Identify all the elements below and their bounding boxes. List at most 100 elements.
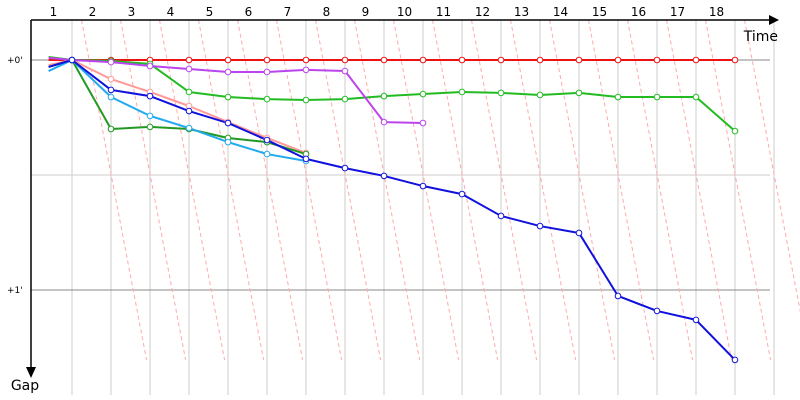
data-point [536,91,544,99]
data-point [263,95,271,103]
y-tick-label: +0' [7,56,23,66]
lap-label: 10 [397,5,412,19]
lap-label: 3 [128,5,136,19]
data-point [536,222,544,230]
data-point [146,62,154,70]
data-point [497,89,505,97]
data-point [575,89,583,97]
data-point [692,56,700,64]
lap-label: 4 [167,5,175,19]
data-point [68,56,76,64]
data-point [185,124,193,132]
data-point [575,56,583,64]
data-point [692,316,700,324]
lap-trace-line [198,19,265,361]
series-lines [48,56,736,361]
lap-label: 12 [475,5,490,19]
lap-label: 18 [709,5,724,19]
lap-trace-line [159,19,226,361]
data-point [224,138,232,146]
data-point [497,56,505,64]
lap-label: 5 [206,5,214,19]
data-point [185,88,193,96]
data-point [380,92,388,100]
lap-label: 11 [436,5,451,19]
data-point [302,155,310,163]
y-axis-label: Gap [11,378,39,394]
data-point [341,95,349,103]
data-point [263,56,271,64]
data-point [653,93,661,101]
lap-trace-line [744,19,800,313]
lap-trace-line [666,19,733,361]
data-point [380,172,388,180]
lap-trace-line [471,19,538,361]
data-point [653,56,661,64]
data-point [107,75,115,83]
axes: Time Gap [11,15,779,394]
data-point [380,118,388,126]
data-point [263,136,271,144]
data-point [731,127,739,135]
data-point [302,56,310,64]
lap-label: 17 [670,5,685,19]
data-point [224,93,232,101]
series-line [48,59,736,361]
data-point [458,56,466,64]
lap-trace-line [588,19,655,361]
lap-trace-line [510,19,577,361]
series-line [48,59,307,154]
data-point [731,356,739,364]
data-point [575,229,583,237]
data-point [380,56,388,64]
data-point [419,119,427,127]
lap-trace-line [393,19,460,361]
series-line [48,59,307,156]
data-point [185,56,193,64]
data-point [497,212,505,220]
lap-trace-line [315,19,382,361]
lap-label: 9 [362,5,370,19]
data-point [536,56,544,64]
data-point [107,93,115,101]
y-axis-arrow [26,367,36,378]
y-tick-label: +1' [7,286,23,296]
data-point [107,58,115,66]
data-point [419,182,427,190]
data-point [653,307,661,315]
data-point [302,96,310,104]
data-point [419,56,427,64]
y-tick-labels: +0' +1' [7,56,23,296]
data-point [224,68,232,76]
lap-label: 13 [514,5,529,19]
lap-label: 6 [245,5,253,19]
data-point [224,56,232,64]
lap-label: 14 [553,5,568,19]
lap-trace-line [432,19,499,361]
lap-tick-labels: 1 2 3 4 5 6 7 8 9 10 11 12 13 14 15 16 17 18 [50,5,724,19]
data-point [185,107,193,115]
data-point [341,56,349,64]
lap-label: 15 [592,5,607,19]
lap-trace-line [120,19,187,361]
lap-label: 1 [50,5,58,19]
data-point [458,88,466,96]
data-point [341,67,349,75]
data-point [263,150,271,158]
data-point [458,190,466,198]
data-point [731,56,739,64]
lap-trace-line [627,19,694,361]
lap-label: 2 [89,5,97,19]
data-point [263,68,271,76]
data-point [614,292,622,300]
x-axis-arrow [769,15,779,25]
lap-trace-line [237,19,304,361]
lap-trace-line [354,19,421,361]
lap-trace-line [81,19,148,361]
data-point [107,86,115,94]
lap-trace-line [549,19,616,361]
lap-trace-line [705,19,772,361]
grid-lines [31,20,775,395]
data-point [614,93,622,101]
lap-trace-line [276,19,343,361]
